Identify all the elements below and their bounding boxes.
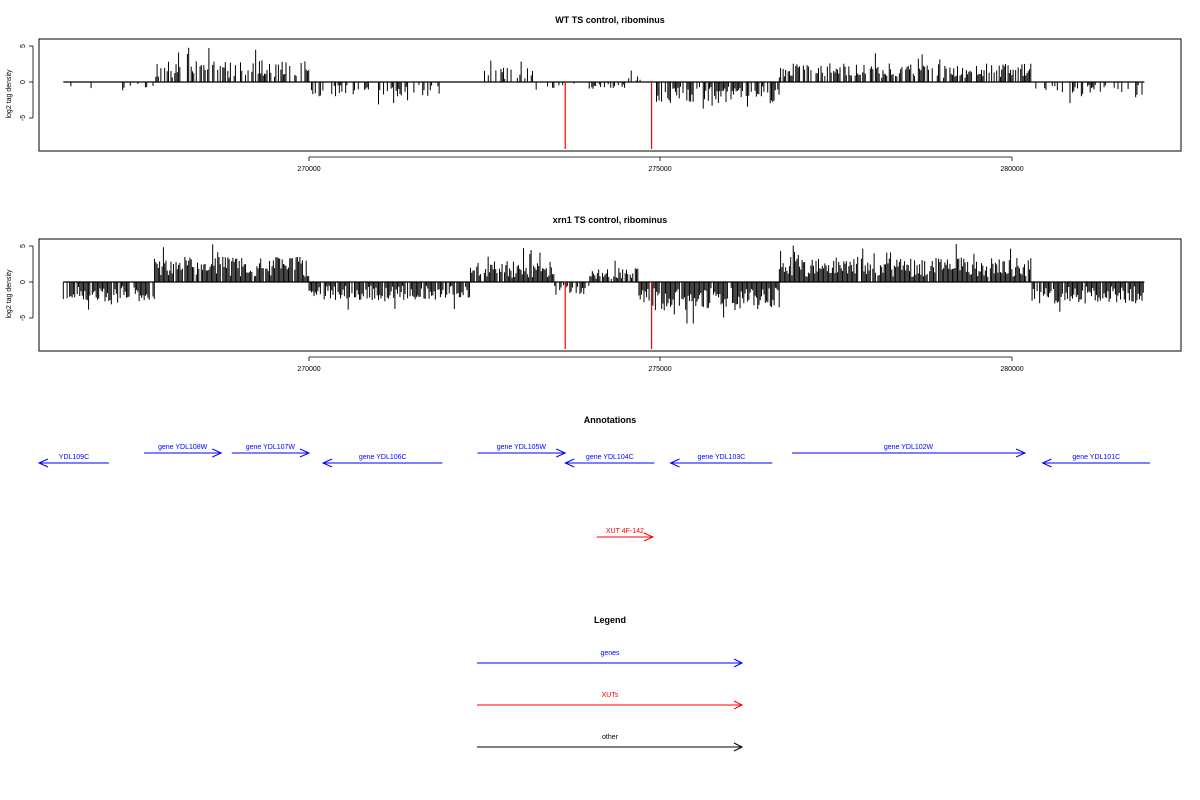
legend-entry-xuts: XUTs [477,692,744,710]
legend-entry-other: other [477,734,744,752]
legend: Legend genes XUTs other [477,615,744,752]
y-axis: -5 0 5 [20,244,34,321]
signal-bars [62,244,1145,349]
x-tick-label: 275000 [648,166,671,173]
feature-label: YDL109C [59,454,89,461]
panel-title: xrn1 TS control, ribominus [553,215,668,225]
legend-label: genes [600,650,620,657]
arrowhead-icon [556,448,567,458]
arrowhead-icon [212,448,223,458]
legend-title: Legend [594,615,626,625]
feature-label: XUT 4F-142 [606,528,644,535]
legend-label: other [602,734,619,741]
feature-label: gene YDL102W [884,444,934,451]
x-axis: 270000 275000 280000 [297,156,1024,173]
arrowhead-icon [299,448,311,458]
arrowhead-icon [733,658,744,668]
gene-feature: gene YDL104C [563,454,655,468]
x-tick-label: 270000 [297,366,320,373]
arrowhead-icon [1015,448,1027,458]
gene-feature: gene YDL106C [321,454,443,468]
y-axis: -5 0 5 [20,44,34,121]
feature-label: gene YDL105W [497,444,547,451]
panel-xrn1: xrn1 TS control, ribominus log2 tag dens… [6,215,1182,373]
gene-feature: gene YDL105W [477,444,567,458]
y-axis-label: log2 tag density [6,269,13,319]
y-tick-label: 5 [20,44,27,48]
arrowhead-icon [733,700,744,710]
y-tick-label: 5 [20,244,27,248]
feature-label: gene YDL107W [246,444,296,451]
panel-wt: WT TS control, ribominus log2 tag densit… [6,15,1182,173]
signal-bars [63,47,1145,149]
arrowhead-icon [563,458,575,468]
x-tick-label: 270000 [297,166,320,173]
arrowhead-icon [643,532,655,542]
gene-feature: YDL109C [37,454,109,468]
arrowhead-icon [1041,458,1052,468]
gene-feature: gene YDL108W [144,444,223,458]
x-tick-label: 280000 [1000,366,1023,373]
annotations-track: Annotations YDL109C gene YDL108W gene YDL1… [37,415,1150,542]
arrowhead-icon [321,458,333,468]
x-tick-label: 280000 [1000,166,1023,173]
x-axis: 270000 275000 280000 [297,356,1024,373]
feature-label: gene YDL101C [1072,454,1120,461]
feature-arrows: YDL109C gene YDL108W gene YDL107W gene YDL1… [37,444,1150,542]
feature-label: gene YDL104C [586,454,634,461]
xut-feature: XUT 4F-142 [596,528,655,542]
y-tick-label: 0 [20,80,27,84]
arrowhead-icon [37,458,49,468]
y-tick-label: 0 [20,280,27,284]
feature-label: gene YDL106C [359,454,407,461]
legend-label: XUTs [602,692,619,699]
gene-feature: gene YDL103C [669,454,773,468]
annotations-title: Annotations [584,415,637,425]
plot-frame [38,238,1182,352]
y-tick-label: -5 [20,315,27,321]
arrowhead-icon [733,742,744,752]
panel-title: WT TS control, ribominus [555,15,665,25]
arrowhead-icon [669,458,680,468]
y-axis-label: log2 tag density [6,69,13,119]
gene-feature: gene YDL107W [231,444,311,458]
gene-feature: gene YDL102W [791,444,1027,458]
feature-label: gene YDL108W [158,444,208,451]
x-tick-label: 275000 [648,366,671,373]
feature-label: gene YDL103C [698,454,746,461]
y-tick-label: -5 [20,115,27,121]
gene-feature: gene YDL101C [1041,454,1150,468]
plot-frame [38,38,1182,152]
legend-entry-genes: genes [477,650,744,668]
